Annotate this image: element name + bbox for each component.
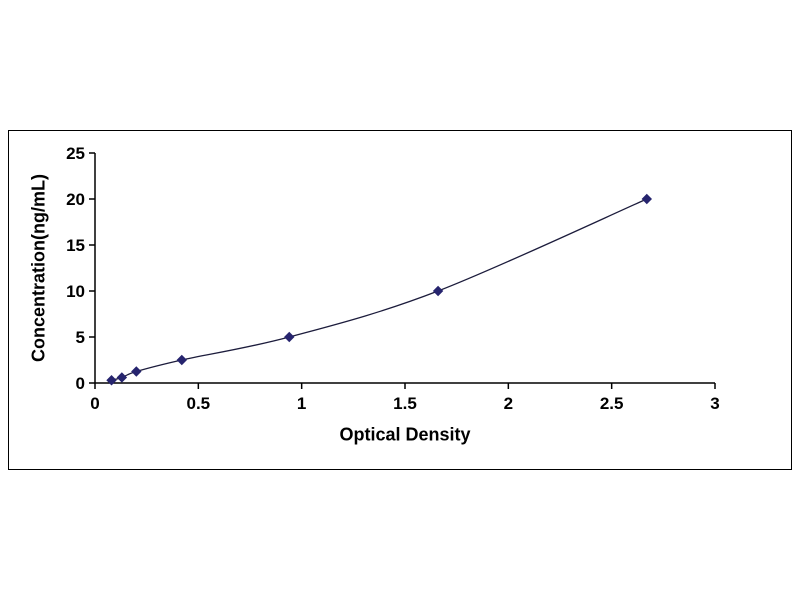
data-point-marker: [432, 285, 444, 297]
standard-curve-chart: 0 5 10 15 20 25 0 0.5 1 1.5 2 2.5 3 Concentration(ng…: [8, 130, 792, 470]
x-tick-label: 2.5: [600, 394, 624, 413]
data-point-marker: [131, 366, 142, 377]
data-point-marker: [106, 375, 117, 386]
x-tick-label: 2: [504, 394, 513, 413]
y-tick-label: 0: [76, 374, 85, 393]
y-tick-label: 25: [66, 144, 85, 163]
x-tick-label: 0: [90, 394, 99, 413]
x-tick-label: 3: [710, 394, 719, 413]
curve-line: [111, 198, 648, 381]
data-point-marker: [116, 372, 128, 383]
x-tick-label: 1.5: [393, 394, 417, 413]
data-point-marker: [176, 354, 188, 366]
y-tick-label: 10: [66, 282, 85, 301]
y-tick-label: 5: [76, 328, 85, 347]
x-tick-label: 0.5: [187, 394, 211, 413]
y-tick-label: 20: [66, 190, 85, 209]
y-axis-title: Concentration(ng/mL): [28, 174, 49, 362]
data-point-marker: [284, 331, 295, 343]
x-tick-label: 1: [297, 394, 306, 413]
x-axis-title: Optical Density: [339, 424, 471, 445]
plot-svg: 0 5 10 15 20 25 0 0.5 1 1.5 2 2.5 3: [66, 144, 720, 413]
y-tick-label: 15: [66, 236, 85, 255]
data-point-marker: [641, 193, 653, 205]
